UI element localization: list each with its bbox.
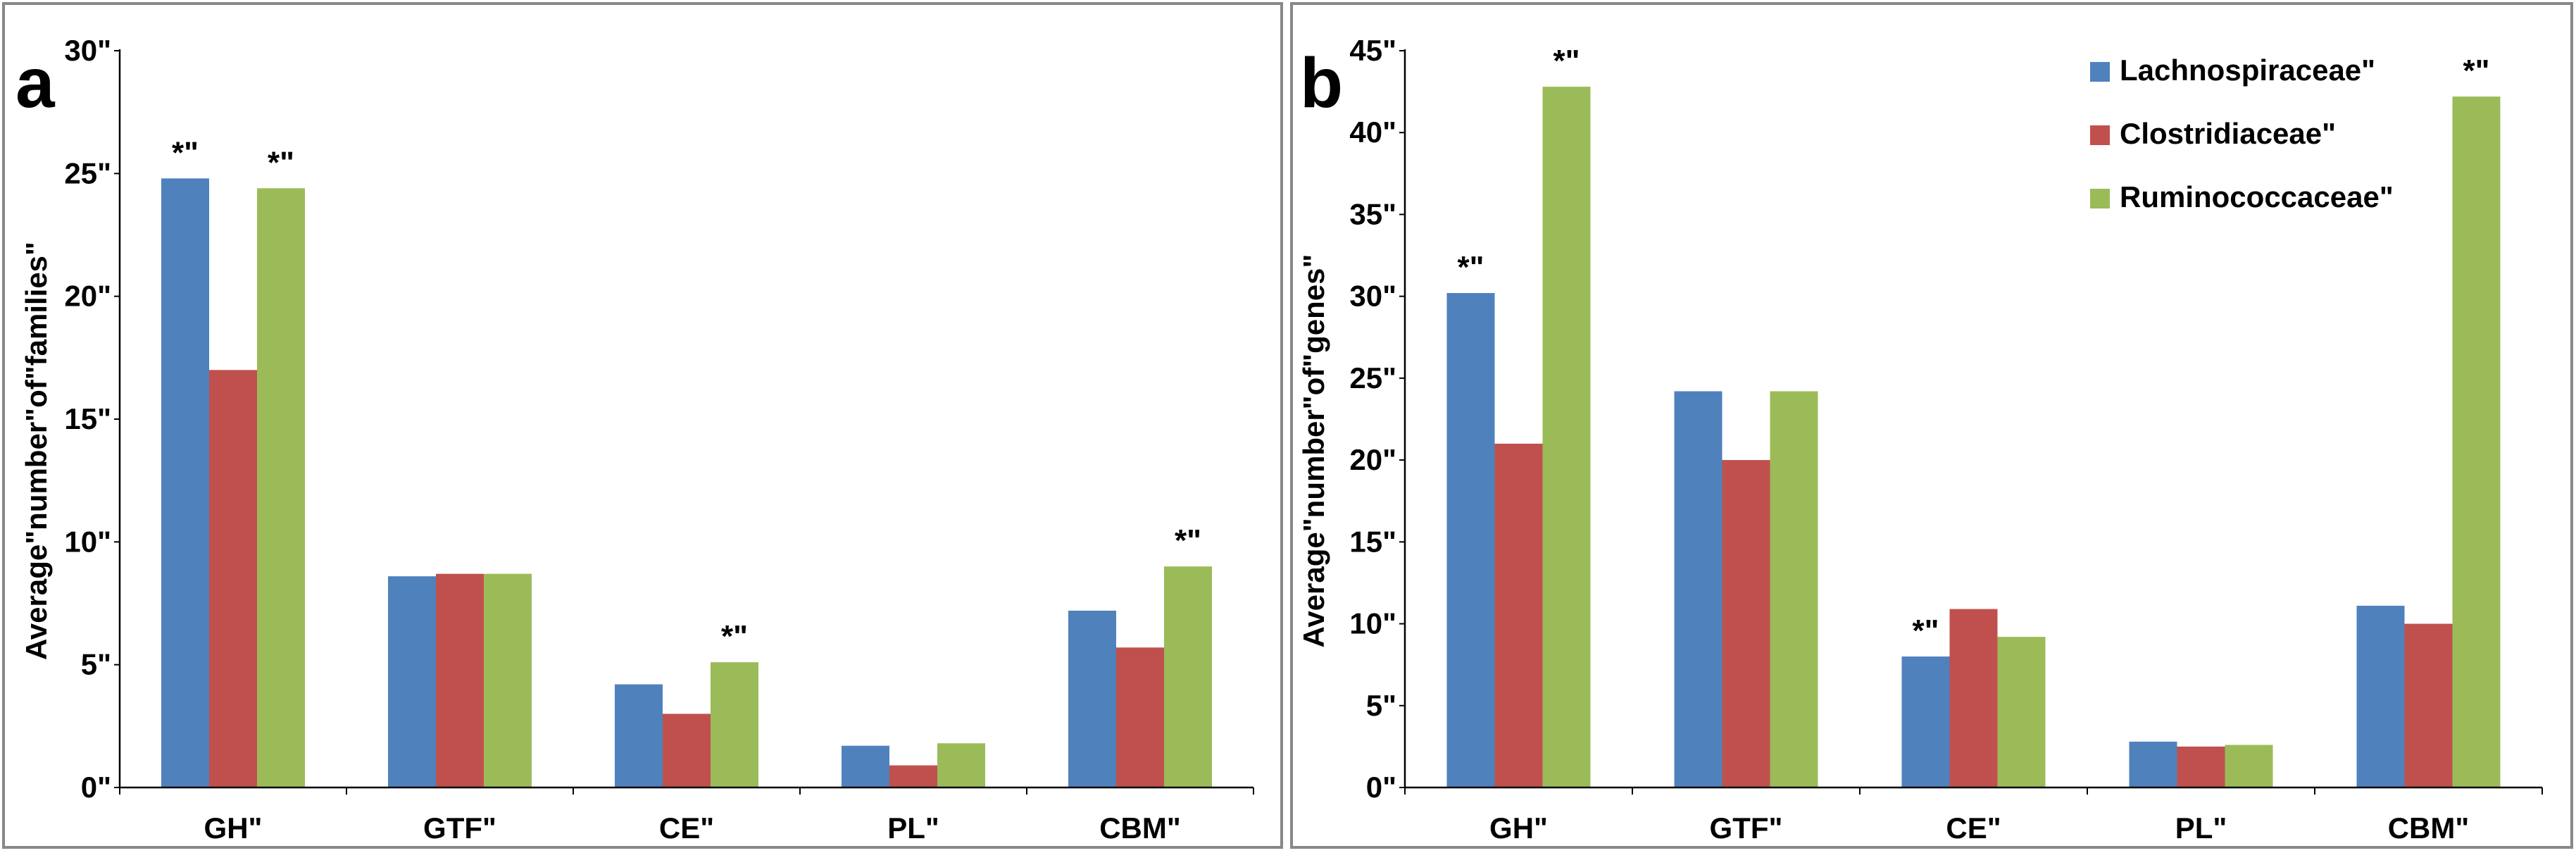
panel-a-bar-lachnospiraceae — [161, 178, 209, 788]
panel-a-y-axis-label: Average"number"of"families" — [20, 242, 53, 660]
panel-a-bar-clostridiaceae — [889, 765, 937, 787]
panel-a-bar-ruminococcaceae — [484, 573, 532, 787]
panel-b-y-tick-label: 10" — [1349, 607, 1396, 640]
panel-a-bar-clostridiaceae — [436, 573, 484, 787]
panel-b-bar-ruminococcaceae — [2452, 96, 2501, 787]
panel-a-significance-marker: *" — [721, 619, 748, 654]
panel-a-bar-ruminococcaceae — [1164, 566, 1212, 787]
panel-a-bar-ruminococcaceae — [937, 743, 985, 787]
panel-b-y-tick-label: 5" — [1366, 689, 1396, 722]
panel-a-bar-ruminococcaceae — [711, 662, 758, 787]
panel-b-annotations: *" *" *" *" — [1458, 44, 2490, 648]
panel-b: b Average"number"of"genes" 0" 5" 10" 15" 20"… — [1290, 2, 2573, 849]
panel-a-category-label: GH" — [204, 811, 263, 845]
panel-b-y-axis-label: Average"number"of"genes" — [1297, 254, 1330, 648]
panel-b-category-label: PL" — [2175, 811, 2227, 845]
panel-b-label: b — [1300, 44, 1343, 123]
panel-b-category-label: CBM" — [2388, 811, 2470, 845]
panel-a-category-label: CBM" — [1099, 811, 1181, 845]
panel-a-bar-lachnospiraceae — [842, 745, 889, 787]
panel-b-bar-lachnospiraceae — [2356, 605, 2405, 787]
panel-b-categories: GH" GTF" CE" PL" CBM" — [1489, 811, 2469, 845]
panel-b-significance-marker: *" — [1553, 44, 1580, 78]
panel-a-bar-lachnospiraceae — [615, 684, 663, 787]
panel-a-significance-marker: *" — [268, 145, 294, 180]
panel-b-bar-lachnospiraceae — [1674, 391, 1722, 787]
panel-a-label: a — [15, 44, 56, 123]
panel-b-bar-clostridiaceae — [1494, 443, 1543, 787]
panel-a-y-tick-label: 25" — [64, 156, 111, 189]
panel-a-categories: GH" GTF" CE" PL" CBM" — [204, 811, 1181, 845]
panel-b-legend-swatch — [2090, 62, 2110, 82]
panel-b-bar-clostridiaceae — [2177, 746, 2225, 787]
panel-b-y-ticks: 0" 5" 10" 15" 20" 25" 30" 35" 40" 45" — [1349, 34, 1405, 804]
panel-b-y-tick-label: 0" — [1366, 771, 1396, 804]
panel-a-significance-marker: *" — [1175, 523, 1201, 558]
panel-a-y-tick-label: 5" — [81, 648, 111, 681]
panel-a-category-label: GTF" — [423, 811, 496, 845]
panel-a: a Average"number"of"families" 0" 5" 10" 15"… — [2, 2, 1283, 849]
panel-a-y-tick-label: 10" — [64, 525, 111, 558]
panel-a-category-label: CE" — [659, 811, 714, 845]
panel-a-y-ticks: 0" 5" 10" 15" 20" 25" 30" — [64, 34, 120, 804]
panel-b-legend-swatch — [2090, 189, 2110, 208]
panel-a-bar-ruminococcaceae — [257, 188, 305, 788]
panel-a-bars — [161, 178, 1212, 788]
panel-a-significance-marker: *" — [172, 135, 199, 170]
panel-b-y-tick-label: 25" — [1349, 361, 1396, 394]
panel-b-bars — [1446, 87, 2501, 788]
panel-a-category-label: PL" — [887, 811, 939, 845]
panel-a-y-tick-label: 15" — [64, 402, 111, 435]
panel-a-y-tick-label: 30" — [64, 34, 111, 67]
panel-b-y-tick-label: 45" — [1349, 34, 1396, 67]
panel-b-significance-marker: *" — [1913, 614, 1939, 648]
panel-b-bar-ruminococcaceae — [1997, 637, 2046, 787]
panel-b-bar-lachnospiraceae — [1901, 656, 1950, 787]
panel-b-bar-lachnospiraceae — [2129, 741, 2177, 787]
panel-b-category-label: GH" — [1489, 811, 1548, 845]
panel-b-category-label: GTF" — [1710, 811, 1783, 845]
panel-b-y-tick-label: 20" — [1349, 443, 1396, 476]
panel-b-significance-marker: *" — [1458, 250, 1484, 285]
panel-b-y-tick-label: 15" — [1349, 525, 1396, 558]
panel-b-bar-clostridiaceae — [1949, 609, 1998, 787]
panel-a-y-tick-label: 0" — [81, 771, 111, 804]
panel-b-bar-clostridiaceae — [1722, 460, 1770, 787]
panel-a-bar-clostridiaceae — [1116, 647, 1164, 787]
panel-b-category-label: CE" — [1946, 811, 2001, 845]
panel-b-significance-marker: *" — [2463, 54, 2490, 88]
panel-a-annotations: *" *" *" *" — [172, 135, 1201, 654]
panel-a-axes — [118, 49, 1254, 795]
panel-b-y-tick-label: 35" — [1349, 197, 1396, 230]
panel-b-y-tick-label: 30" — [1349, 280, 1396, 313]
panel-b-bar-ruminococcaceae — [1542, 87, 1591, 788]
panel-b-legend-swatch — [2090, 125, 2110, 145]
panel-a-bar-clostridiaceae — [209, 370, 257, 787]
panel-a-y-tick-label: 20" — [64, 280, 111, 313]
panel-a-bar-lachnospiraceae — [388, 576, 436, 787]
panel-b-legend-label: Clostridiaceae" — [2120, 117, 2336, 150]
panel-b-bar-lachnospiraceae — [1446, 293, 1495, 787]
panel-b-legend: Lachnospiraceae" Clostridiaceae" Ruminococ… — [2090, 54, 2394, 213]
panel-b-bar-ruminococcaceae — [1770, 391, 1818, 787]
panel-b-y-tick-label: 40" — [1349, 116, 1396, 149]
panel-b-legend-label: Ruminococcaceae" — [2120, 180, 2394, 213]
panel-a-bar-lachnospiraceae — [1068, 610, 1116, 787]
panel-b-bar-ruminococcaceae — [2225, 745, 2273, 787]
panel-a-bar-clostridiaceae — [663, 714, 711, 787]
panel-b-legend-label: Lachnospiraceae" — [2120, 54, 2375, 87]
panel-b-bar-clostridiaceae — [2404, 623, 2453, 787]
panel-b-axes — [1403, 49, 2543, 795]
